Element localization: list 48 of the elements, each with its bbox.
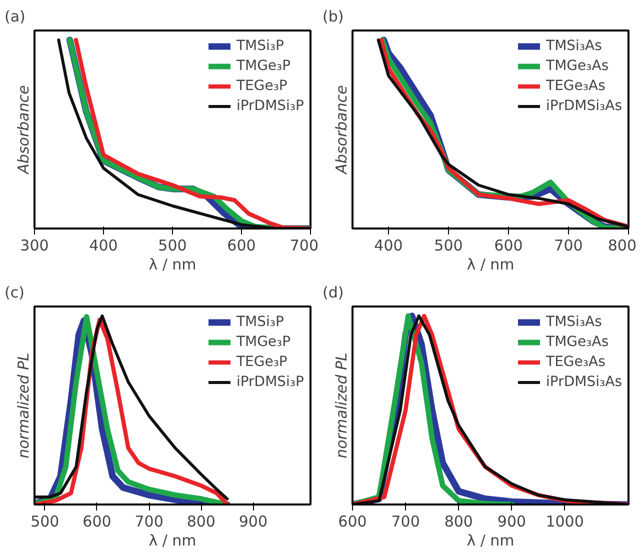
x-tick-label: 800 [444,512,473,530]
legend-label: iPrDMSi₃P [236,374,304,390]
x-tick-label: 600 [338,512,367,530]
legend-label: iPrDMSi₃As [546,374,622,390]
x-tick-label: 700 [554,236,583,254]
legend-label: TEGe₃As [546,78,606,94]
x-tick-label: 900 [238,512,268,530]
text: (a) [4,8,26,26]
legend-label: TEGe₃As [546,354,606,370]
x-tick-label: 900 [497,512,526,530]
x-axis-title: λ / nm [148,532,196,550]
x-tick-label: 400 [374,236,403,254]
x-axis-title: λ / nm [466,256,514,274]
legend-label: TMGe₃P [236,58,291,74]
x-tick-label: 700 [134,512,164,530]
legend-label: TMGe₃P [236,334,291,350]
text: (c) [4,284,24,302]
x-tick-label: 800 [186,512,216,530]
text: (d) [322,284,344,302]
x-tick-label: 500 [30,512,60,530]
y-axis-title: Absorbance [332,85,350,175]
text: (b) [322,8,344,26]
legend-label: TMGe₃As [546,334,609,350]
legend-label: TEGe₃P [236,354,288,370]
x-axis-title: λ / nm [148,256,196,274]
x-axis-title: λ / nm [466,532,514,550]
x-tick-label: 700 [290,236,319,254]
x-tick-label: 600 [494,236,523,254]
legend-label: TMSi₃As [546,314,602,330]
y-axis-title: Absorbance [14,85,32,175]
x-tick-label: 600 [227,236,256,254]
x-tick-label: 300 [20,236,49,254]
x-tick-label: 500 [434,236,463,254]
legend-label: TEGe₃P [236,78,288,94]
y-axis-title: normalized PL [14,352,32,458]
x-tick-label: 800 [608,236,637,254]
legend-label: TMSi₃As [546,38,602,54]
x-tick-label: 600 [82,512,112,530]
x-tick-label: 700 [391,512,420,530]
legend-label: TMSi₃P [236,314,284,330]
x-tick-label: 500 [158,236,187,254]
legend-label: iPrDMSi₃As [546,98,622,114]
x-tick-label: 1000 [546,512,584,530]
legend-label: TMGe₃As [546,58,609,74]
x-tick-label: 400 [89,236,118,254]
y-axis-title: normalized PL [332,352,350,458]
legend-label: TMSi₃P [236,38,284,54]
legend-label: iPrDMSi₃P [236,98,304,114]
